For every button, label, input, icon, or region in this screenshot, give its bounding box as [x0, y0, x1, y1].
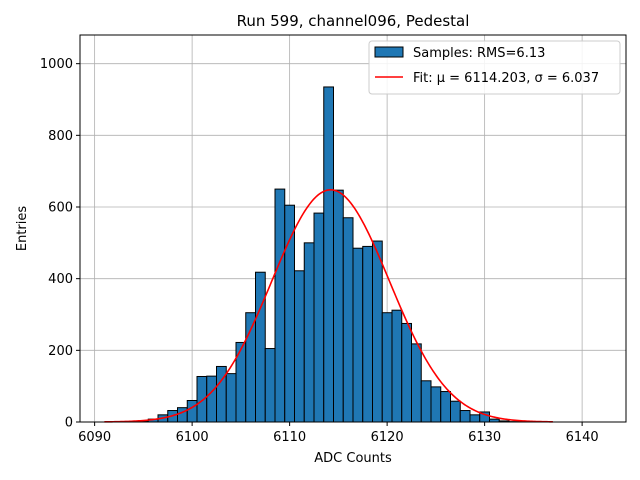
y-tick-label: 600	[48, 201, 73, 216]
histogram-bar	[450, 400, 461, 423]
histogram-bar	[459, 410, 471, 423]
histogram-bar	[440, 391, 451, 423]
histogram-bar	[323, 86, 334, 423]
x-tick-label: 6090	[78, 430, 111, 445]
histogram-bar	[177, 407, 188, 423]
gaussian-fit-line	[104, 189, 553, 423]
histogram-bar	[411, 343, 422, 423]
histogram-bar	[196, 375, 208, 423]
histogram-bar	[469, 414, 481, 423]
histogram-bar	[284, 204, 295, 423]
histogram-bar	[342, 217, 354, 423]
x-axis-label: ADC Counts	[314, 451, 392, 466]
legend-swatch-histogram	[374, 46, 404, 58]
histogram-bar	[274, 188, 286, 423]
histogram-bar	[313, 212, 325, 423]
y-tick-label: 0	[65, 416, 73, 431]
legend: Samples: RMS=6.13 Fit: μ = 6114.203, σ =…	[368, 40, 621, 95]
histogram-bars	[128, 86, 520, 423]
y-axis-label: Entries	[15, 206, 30, 252]
histogram-bar	[206, 375, 217, 423]
plot-frame	[79, 34, 627, 423]
legend-box	[368, 40, 621, 95]
legend-label-fit: Fit: μ = 6114.203, σ = 6.037	[413, 71, 599, 86]
x-tick-label: 6110	[273, 430, 306, 445]
histogram-bar	[362, 245, 373, 423]
histogram-bar	[391, 309, 403, 423]
chart-title: Run 599, channel096, Pedestal	[237, 12, 470, 30]
axis-ticks: 6090 6100 6110 6120 6130 6140 0 200 400 600 800 100…	[40, 57, 599, 445]
histogram-bar	[381, 312, 393, 423]
y-tick-label: 800	[48, 129, 73, 144]
x-tick-label: 6100	[176, 430, 209, 445]
histogram-bar	[225, 373, 237, 423]
histogram-bar	[430, 386, 442, 423]
histogram-bar	[420, 380, 432, 423]
y-tick-label: 200	[48, 344, 73, 359]
legend-label-histogram: Samples: RMS=6.13	[413, 46, 545, 61]
histogram-bar	[303, 242, 315, 423]
histogram-bar	[186, 400, 198, 423]
histogram-bar	[333, 189, 344, 423]
histogram-bar	[255, 271, 266, 423]
x-tick-label: 6140	[566, 430, 599, 445]
histogram-bar	[401, 322, 412, 423]
x-tick-label: 6130	[468, 430, 501, 445]
histogram-bar	[372, 240, 383, 423]
y-tick-label: 1000	[40, 57, 73, 72]
y-tick-label: 400	[48, 272, 73, 287]
histogram-bar	[352, 247, 364, 423]
x-tick-label: 6120	[371, 430, 404, 445]
histogram-bar	[264, 348, 276, 423]
histogram-bar	[294, 270, 305, 423]
